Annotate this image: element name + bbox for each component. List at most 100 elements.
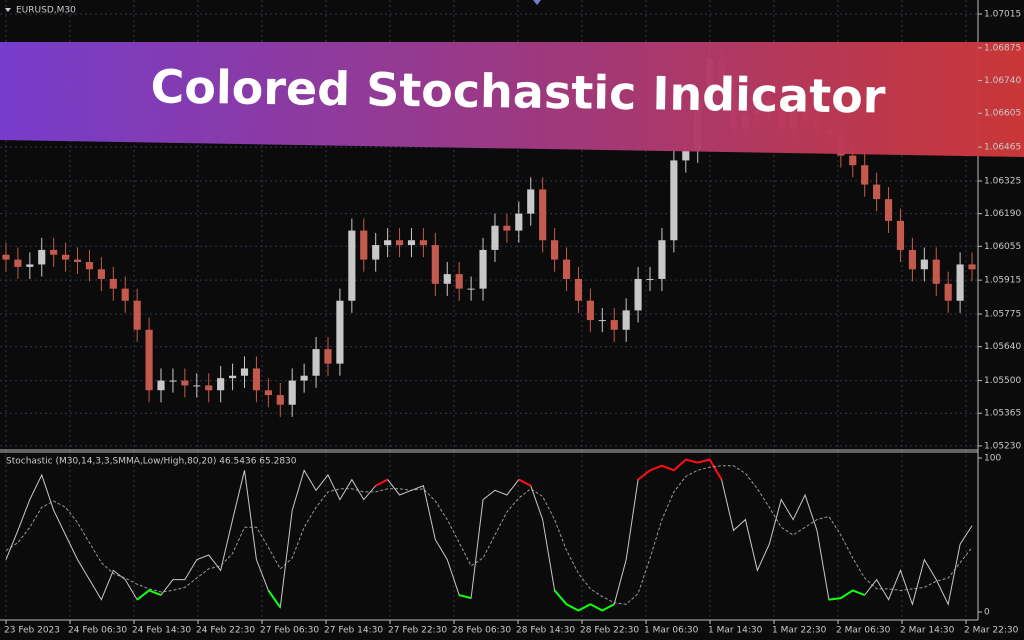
banner <box>0 42 1024 157</box>
x-tick-label: 27 Feb 06:30 <box>260 626 319 636</box>
y-tick-label: 1.07015 <box>984 10 1021 20</box>
candle-body <box>849 155 857 166</box>
candle-body <box>97 269 105 279</box>
y-tick-label: 1.06055 <box>984 242 1021 252</box>
stochastic-zone-line <box>375 478 389 487</box>
candle-body <box>288 380 296 405</box>
candle-body <box>181 380 189 386</box>
candle-body <box>38 249 46 265</box>
candle-body <box>372 245 380 260</box>
y-tick-label: 1.05775 <box>984 310 1021 320</box>
candle-body <box>622 310 630 330</box>
candle-body <box>228 375 237 379</box>
candle-body <box>884 199 893 221</box>
candle-body <box>360 230 368 260</box>
candle-body <box>443 274 451 284</box>
x-tick-label: 1 Mar 22:30 <box>772 626 827 636</box>
candle-body <box>646 278 654 280</box>
candle-body <box>324 349 332 364</box>
x-tick-label: 23 Feb 2023 <box>4 626 60 636</box>
candle-body <box>348 230 356 301</box>
candle-body <box>574 278 583 301</box>
candle-body <box>384 240 392 246</box>
candle-body <box>264 390 272 396</box>
stochastic-zone-line <box>458 594 472 600</box>
y-tick-label: 1.06875 <box>984 43 1021 53</box>
candle-body <box>145 329 153 391</box>
candle-body <box>491 225 499 250</box>
candle-body <box>908 249 916 270</box>
candle-body <box>598 320 606 322</box>
candle-body <box>395 240 404 246</box>
x-tick-label: 28 Feb 22:30 <box>580 626 639 636</box>
y-tick-label: 1.06190 <box>984 209 1021 219</box>
candle-body <box>610 320 618 330</box>
candle-body <box>205 385 213 391</box>
stochastic-zone-line <box>553 589 615 612</box>
candle-body <box>336 300 344 364</box>
candle-body <box>896 220 905 250</box>
candle-body <box>944 283 952 301</box>
x-tick-label: 27 Feb 22:30 <box>388 626 447 636</box>
candle-body <box>50 249 58 255</box>
candle-body <box>26 264 34 267</box>
stochastic-line <box>5 458 973 612</box>
y-tick-label: 0 <box>984 607 990 617</box>
candle-body <box>861 165 869 185</box>
stochastic-zone-line <box>136 589 162 601</box>
candle-body <box>109 278 117 289</box>
candle-body <box>479 249 487 289</box>
x-tick-label: 1 Mar 14:30 <box>708 626 763 636</box>
candle-body <box>455 274 463 289</box>
candle-body <box>419 240 427 246</box>
candle-body <box>157 380 165 391</box>
x-tick-label: 2 Mar 14:30 <box>900 626 955 636</box>
candle-body <box>300 375 308 381</box>
candle-body <box>217 378 225 391</box>
stochastic-zone-line <box>637 458 723 481</box>
candle-body <box>503 225 511 231</box>
candle-body <box>169 380 177 382</box>
symbol-label: EURUSD,M30 <box>16 6 76 16</box>
stochastic-zone-line <box>518 478 532 487</box>
candle-body <box>682 150 690 161</box>
y-tick-label: 1.06465 <box>984 143 1021 153</box>
x-tick-label: 2 Mar 06:30 <box>836 626 891 636</box>
x-tick-label: 24 Feb 22:30 <box>196 626 255 636</box>
x-tick-label: 2 Mar 22:30 <box>964 626 1019 636</box>
candle-body <box>527 189 535 214</box>
stochastic-zone-line <box>828 589 866 601</box>
y-tick-label: 1.06740 <box>984 76 1021 86</box>
candle-body <box>133 300 141 330</box>
candle-body <box>312 349 320 376</box>
x-tick-label: 24 Feb 06:30 <box>68 626 127 636</box>
candle-body <box>276 395 284 405</box>
candle-body <box>873 184 881 200</box>
candle-body <box>2 254 10 260</box>
candle-body <box>121 288 129 301</box>
candle-body <box>62 254 70 260</box>
y-tick-label: 1.05500 <box>984 376 1021 386</box>
candle-body <box>658 240 666 279</box>
banner-title: Colored Stochastic Indicator <box>150 59 886 123</box>
candle-body <box>968 264 976 270</box>
candle-body <box>431 245 439 284</box>
candle-body <box>467 288 475 290</box>
indicator-title: Stochastic (M30,14,3,3,SMMA,Low/High,80,… <box>6 457 297 467</box>
stochastic-zone-line <box>267 589 282 608</box>
y-tick-label: 1.05915 <box>984 276 1021 286</box>
y-tick-label: 1.05365 <box>984 409 1021 419</box>
shift-marker <box>533 0 541 5</box>
menu-arrow <box>5 8 11 12</box>
candle-body <box>551 240 559 260</box>
candle-body <box>920 259 928 270</box>
candle-body <box>240 368 249 376</box>
candle-body <box>73 259 82 263</box>
x-tick-label: 28 Feb 14:30 <box>516 626 575 636</box>
candle-body <box>14 259 22 267</box>
y-tick-label: 1.05230 <box>984 441 1021 451</box>
candle-body <box>85 262 94 270</box>
x-tick-label: 27 Feb 14:30 <box>324 626 383 636</box>
candle-body <box>634 278 642 311</box>
